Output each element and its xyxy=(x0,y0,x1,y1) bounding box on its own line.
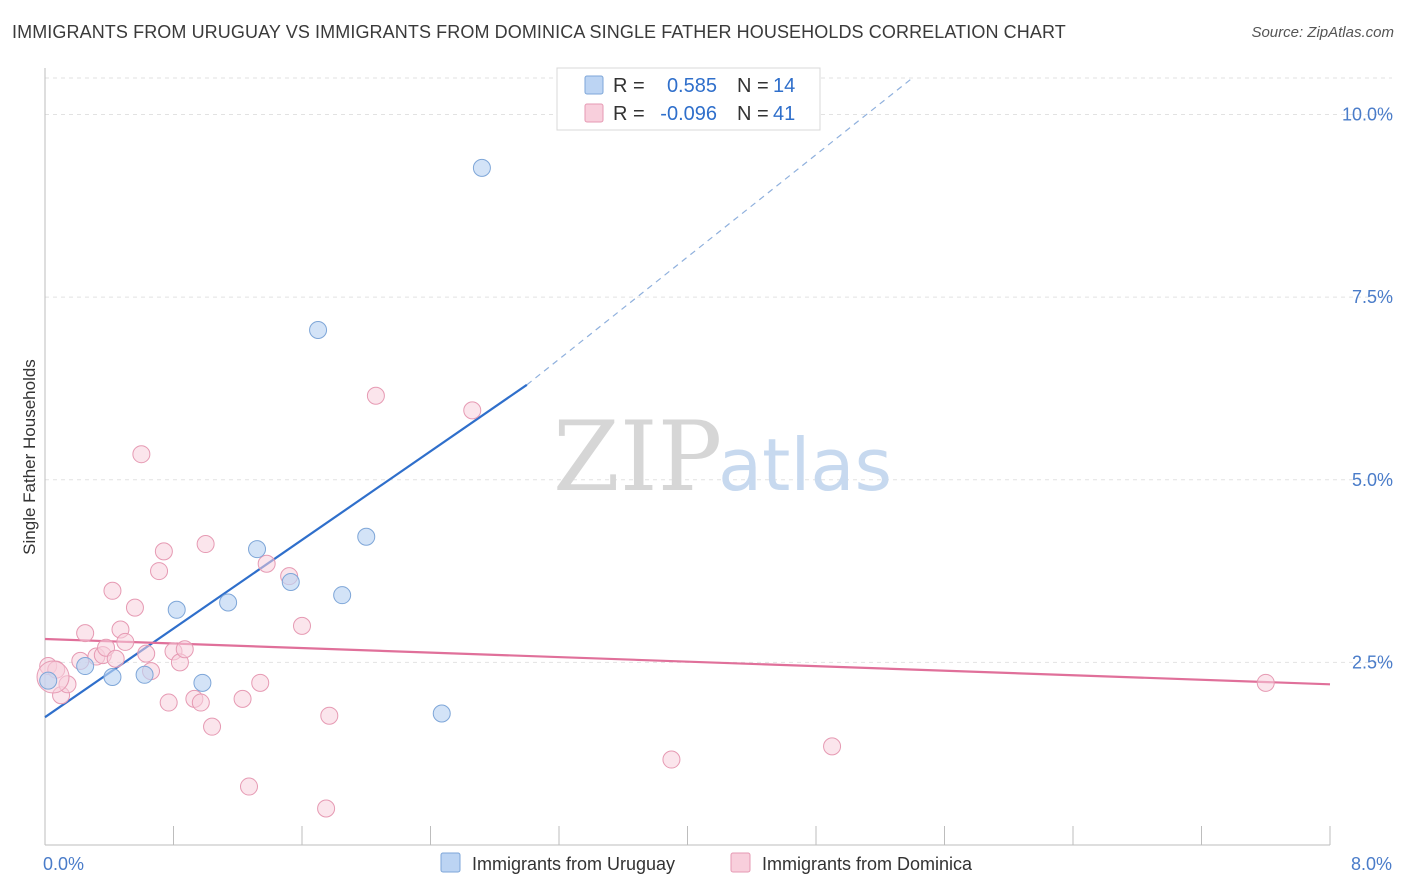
bottom-legend-label-dominica: Immigrants from Dominica xyxy=(762,854,973,874)
dominica-point xyxy=(150,562,169,581)
dominica-point xyxy=(239,777,258,796)
dominica-point xyxy=(103,581,122,600)
dominica-point xyxy=(175,640,194,659)
legend-swatch-uruguay xyxy=(584,75,604,95)
y-tick-label: 7.5% xyxy=(1352,287,1393,307)
dominica-point xyxy=(106,649,125,668)
dominica-point xyxy=(251,673,270,692)
dominica-point xyxy=(203,717,222,736)
uruguay-point xyxy=(333,586,352,605)
uruguay-point xyxy=(357,527,376,546)
tick-labels: 2.5% 5.0% 7.5% 10.0% 0.0% 8.0% xyxy=(43,105,1393,874)
uruguay-point xyxy=(248,540,267,559)
y-tick-label: 2.5% xyxy=(1352,652,1393,672)
legend-n-value-dominica: 41 xyxy=(773,103,795,125)
legend-n-label-dominica: N = xyxy=(737,103,769,125)
dominica-point xyxy=(159,693,178,712)
uruguay-point xyxy=(432,704,451,723)
trend-lines xyxy=(44,77,1331,719)
uruguay-trend-line xyxy=(44,383,528,719)
dominica-point xyxy=(196,535,215,554)
dominica-point xyxy=(317,799,336,818)
legend-swatch-dominica xyxy=(584,103,604,123)
dominica-point xyxy=(116,632,135,651)
uruguay-point xyxy=(103,667,122,686)
y-tick-label: 5.0% xyxy=(1352,470,1393,490)
x-tick-label-min: 0.0% xyxy=(43,854,84,874)
uruguay-point xyxy=(167,600,186,619)
dominica-point xyxy=(1256,673,1275,692)
dominica-point xyxy=(76,624,95,643)
legend-n-label-uruguay: N = xyxy=(737,75,769,97)
bottom-legend: Immigrants from Uruguay Immigrants from … xyxy=(440,852,973,874)
watermark-zip-text: ZIP xyxy=(553,401,722,513)
uruguay-points xyxy=(39,158,491,723)
y-axis-label: Single Father Households xyxy=(20,359,39,555)
dominica-point xyxy=(463,401,482,420)
legend-r-label-uruguay: R = xyxy=(613,75,645,97)
legend-n-value-uruguay: 14 xyxy=(773,75,795,97)
uruguay-point xyxy=(309,321,328,340)
uruguay-point xyxy=(39,671,58,690)
legend: R = 0.585 N = 14 R = -0.096 N = 41 xyxy=(556,67,821,131)
legend-r-value-uruguay: 0.585 xyxy=(667,75,717,97)
uruguay-point xyxy=(76,657,95,676)
dominica-point xyxy=(233,689,252,708)
dominica-point xyxy=(293,616,311,635)
dominica-point xyxy=(154,542,173,561)
legend-r-value-dominica: -0.096 xyxy=(660,103,717,125)
uruguay-point xyxy=(472,158,491,177)
dominica-point xyxy=(662,750,681,769)
uruguay-point xyxy=(193,673,212,692)
dominica-point xyxy=(132,445,151,464)
dominica-point xyxy=(125,598,144,617)
x-tick-label-max: 8.0% xyxy=(1351,854,1392,874)
dominica-point xyxy=(137,644,156,663)
bottom-legend-swatch-dominica xyxy=(730,852,751,873)
bottom-legend-label-uruguay: Immigrants from Uruguay xyxy=(472,854,675,874)
source-credit: Source: ZipAtlas.com xyxy=(1251,24,1394,41)
grid-lines xyxy=(45,77,1392,663)
dominica-point xyxy=(191,693,210,712)
uruguay-point xyxy=(219,593,238,612)
dominica-point xyxy=(823,737,842,756)
dominica-point xyxy=(320,706,339,725)
uruguay-point xyxy=(281,573,300,592)
legend-r-label-dominica: R = xyxy=(613,103,645,125)
uruguay-point xyxy=(135,665,154,684)
chart-title: IMMIGRANTS FROM URUGUAY VS IMMIGRANTS FR… xyxy=(12,22,1066,42)
axes xyxy=(44,68,1331,846)
y-tick-label: 10.0% xyxy=(1342,105,1393,125)
bottom-legend-swatch-uruguay xyxy=(440,852,461,873)
dominica-point xyxy=(366,386,385,405)
uruguay-trend-extension xyxy=(526,77,913,386)
watermark-atlas-text: atlas xyxy=(718,423,892,507)
dominica-trend-line xyxy=(44,637,1331,686)
dominica-point xyxy=(257,554,276,573)
watermark: ZIP atlas xyxy=(553,401,892,513)
